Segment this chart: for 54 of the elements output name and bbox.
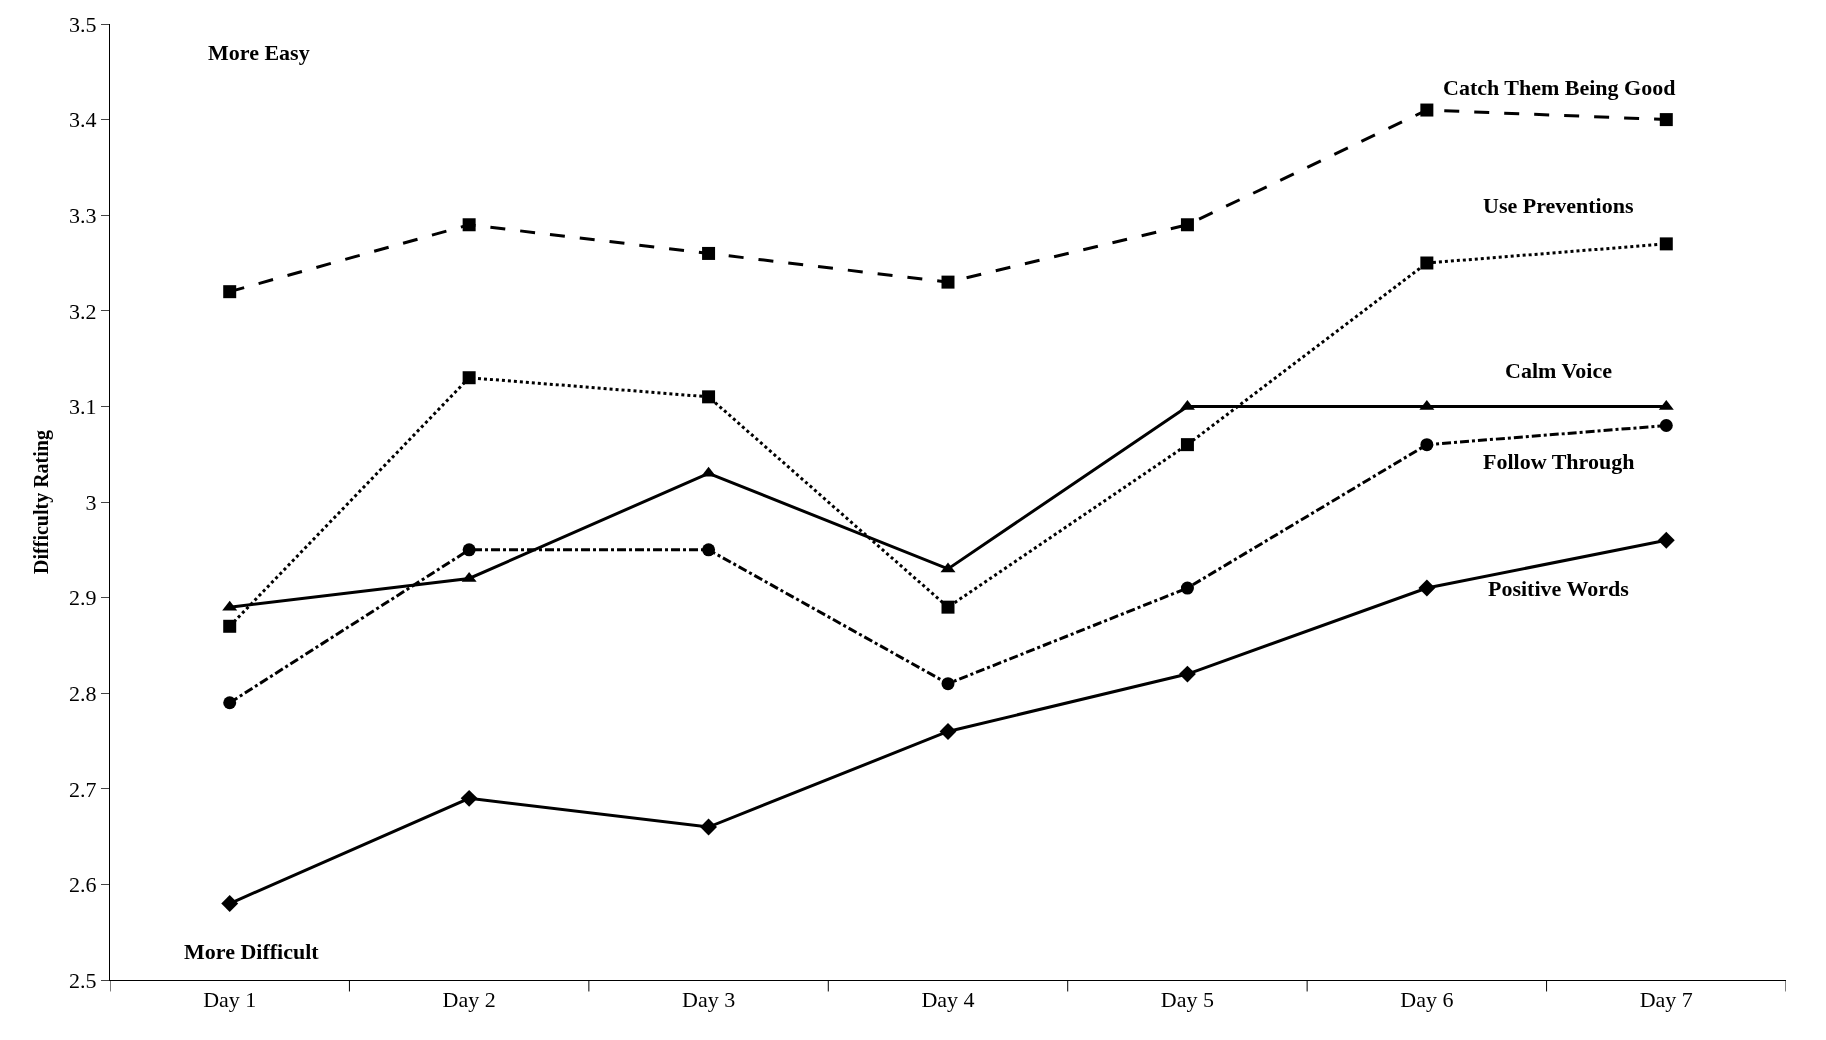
y-tick-label: 3.2 <box>69 298 97 324</box>
point <box>462 218 476 232</box>
point <box>1180 581 1194 595</box>
point <box>462 543 476 557</box>
y-tick-label: 3.4 <box>69 107 97 133</box>
point <box>941 677 955 691</box>
y-tick-label: 2.8 <box>69 680 97 706</box>
point <box>1180 218 1194 232</box>
x-tick-label: Day 2 <box>442 987 496 1013</box>
point <box>462 371 476 385</box>
point <box>702 246 716 260</box>
point <box>223 285 237 299</box>
x-tick-label: Day 7 <box>1639 987 1693 1013</box>
point <box>1659 113 1673 127</box>
y-tick-label: 3.5 <box>69 11 97 37</box>
point <box>223 619 237 633</box>
point <box>1420 256 1434 270</box>
point <box>1420 438 1434 452</box>
y-tick-label: 2.6 <box>69 872 97 898</box>
series-label: Catch Them Being Good <box>1443 75 1676 100</box>
point <box>700 818 718 836</box>
annotation: More Easy <box>208 40 310 65</box>
y-tick-label: 3.3 <box>69 202 97 228</box>
series-label: Calm Voice <box>1505 358 1613 383</box>
y-tick-label: 2.9 <box>69 585 97 611</box>
point <box>1659 237 1673 251</box>
point <box>702 390 716 404</box>
y-tick-label: 2.7 <box>69 776 97 802</box>
point <box>1657 531 1675 549</box>
annotation: More Difficult <box>184 939 320 964</box>
y-tick-label: 2.5 <box>69 967 97 993</box>
point <box>460 789 478 807</box>
point <box>702 543 716 557</box>
y-tick-label: 3.1 <box>69 394 97 420</box>
point <box>1659 419 1673 433</box>
point <box>941 600 955 614</box>
point <box>939 722 957 740</box>
series-label: Use Preventions <box>1483 193 1634 218</box>
x-tick-label: Day 1 <box>203 987 257 1013</box>
x-tick-label: Day 6 <box>1400 987 1454 1013</box>
series-label: Follow Through <box>1483 449 1635 474</box>
series-label: Positive Words <box>1488 576 1630 601</box>
x-tick-label: Day 4 <box>921 987 975 1013</box>
y-tick-label: 3 <box>85 489 97 515</box>
point <box>1418 579 1436 597</box>
x-tick-label: Day 5 <box>1160 987 1215 1013</box>
point <box>1180 438 1194 452</box>
point <box>1420 103 1434 117</box>
x-tick-label: Day 3 <box>681 987 736 1013</box>
point <box>223 696 237 710</box>
point <box>1178 665 1196 683</box>
y-axis-title: Difficulty Rating <box>29 430 53 574</box>
point <box>221 895 239 912</box>
point <box>941 275 955 289</box>
